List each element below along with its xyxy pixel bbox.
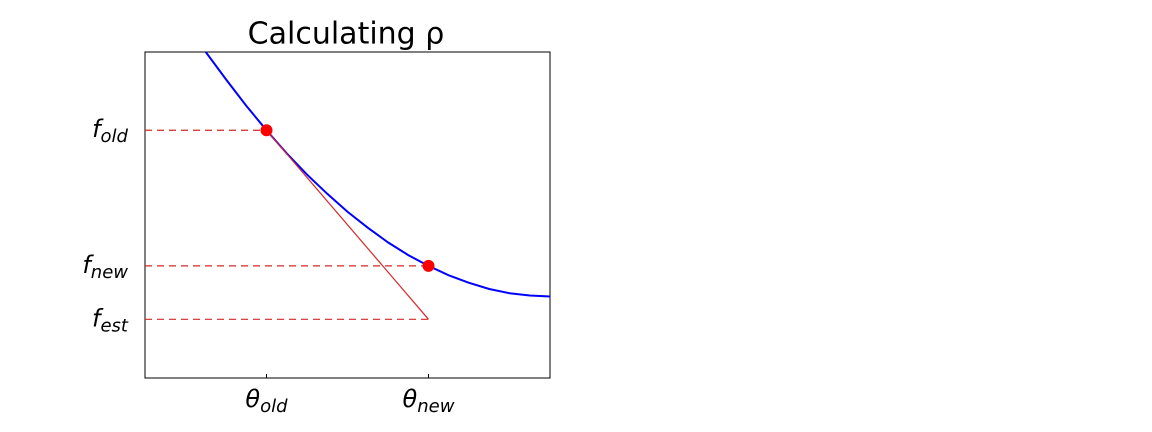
tick-label-base: θ (245, 385, 260, 413)
plot-frame (144, 51, 551, 379)
tick-label-base: θ (403, 385, 418, 413)
tick-label: fold (92, 115, 128, 147)
tick-label: θold (245, 385, 288, 417)
tangent-line (266, 129, 429, 320)
point (422, 259, 435, 272)
chart-title: Calculating ρ (248, 17, 445, 52)
tick-label-sub: est (100, 315, 128, 336)
tick-label-sub: new (91, 262, 128, 283)
tick-label-sub: old (260, 396, 288, 417)
tick-label: fnew (82, 251, 128, 283)
tick-label: θnew (403, 385, 455, 417)
tick-label: fest (92, 304, 129, 336)
tick-label-sub: old (101, 126, 129, 147)
tick-label-sub: new (417, 396, 454, 417)
point (260, 124, 273, 137)
